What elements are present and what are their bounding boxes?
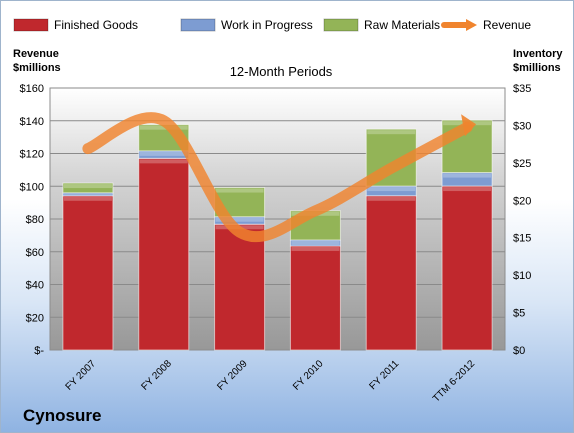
- bar-finished-goods: [441, 185, 493, 351]
- bar-highlight: [139, 125, 188, 130]
- left-tick-label: $80: [26, 214, 44, 226]
- left-tick-label: $-: [34, 345, 44, 357]
- x-tick-label: FY 2009: [215, 358, 250, 393]
- bar-highlight: [367, 130, 416, 135]
- left-axis-title-line2: $millions: [13, 62, 61, 74]
- bar-raw-materials: [62, 182, 114, 194]
- right-axis-title-line1: Inventory: [513, 48, 563, 60]
- right-axis-title-line2: $millions: [513, 62, 561, 74]
- right-tick-label: $20: [513, 195, 531, 207]
- bar-finished-goods: [214, 223, 266, 351]
- left-tick-label: $20: [26, 312, 44, 324]
- legend-label: Work in Progress: [221, 18, 313, 32]
- left-tick-label: $60: [26, 247, 44, 259]
- company-name: Cynosure: [23, 406, 102, 425]
- revenue-arrowhead: [461, 114, 477, 137]
- x-tick-label: TTM 6-2012: [431, 358, 478, 405]
- bar-highlight: [63, 193, 112, 195]
- subtitle: 12-Month Periods: [230, 64, 333, 79]
- legend-swatch-raw-materials: [323, 18, 359, 32]
- legend-swatch-finished-goods: [13, 18, 49, 32]
- bar-highlight: [291, 246, 340, 251]
- bar-highlight: [139, 151, 188, 156]
- bar-finished-goods: [62, 195, 114, 351]
- right-tick-label: $10: [513, 270, 531, 282]
- bar-highlight: [63, 184, 112, 189]
- left-tick-label: $120: [20, 149, 44, 161]
- bars: [62, 119, 493, 351]
- legend-swatch-work-in-progress: [180, 18, 216, 32]
- right-tick-label: $0: [513, 345, 525, 357]
- left-tick-label: $100: [20, 181, 44, 193]
- right-tick-label: $30: [513, 120, 531, 132]
- legend-arrow: [466, 19, 477, 31]
- bar-highlight: [367, 187, 416, 192]
- bar-finished-goods: [365, 195, 417, 351]
- x-tick-label: FY 2007: [64, 358, 99, 393]
- bar-highlight: [443, 187, 492, 192]
- bar-highlight: [367, 196, 416, 201]
- left-tick-label: $160: [20, 83, 44, 95]
- left-tick-label: $40: [26, 280, 44, 292]
- left-tick-label: $140: [20, 116, 44, 128]
- x-tick-label: FY 2011: [368, 358, 402, 392]
- bar-highlight: [215, 188, 264, 193]
- bar-finished-goods: [138, 157, 190, 351]
- left-axis-title-line1: Revenue: [13, 48, 59, 60]
- revenue-line-layer: [82, 112, 477, 243]
- bar-highlight: [291, 240, 340, 245]
- bar-highlight: [139, 159, 188, 164]
- x-tick-label: FY 2008: [139, 358, 174, 393]
- legend-label: Raw Materials: [364, 18, 440, 32]
- bar-highlight: [63, 196, 112, 201]
- bar-highlight: [443, 173, 492, 178]
- right-tick-label: $25: [513, 158, 531, 170]
- x-tick-label: FY 2010: [291, 358, 326, 393]
- legend: Finished Goods Work in Progress Raw Materi…: [13, 18, 531, 32]
- right-tick-label: $5: [513, 308, 525, 320]
- revenue-line: [82, 112, 473, 243]
- legend-label: Finished Goods: [54, 18, 138, 32]
- right-tick-label: $35: [513, 83, 531, 95]
- legend-label: Revenue: [483, 18, 531, 32]
- right-tick-label: $15: [513, 233, 531, 245]
- bar-highlight: [215, 217, 264, 222]
- bar-finished-goods: [289, 245, 341, 351]
